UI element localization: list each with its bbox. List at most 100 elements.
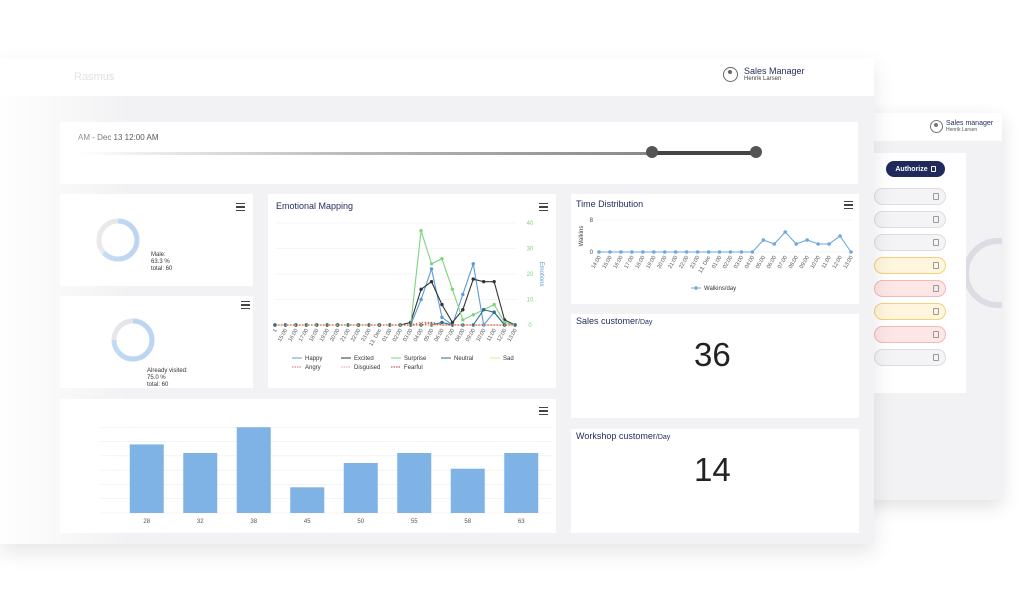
data-point	[750, 250, 755, 254]
user-sub: Henrik Larsen	[744, 76, 782, 82]
data-point	[728, 250, 733, 254]
emotional-title: Emotional Mapping	[276, 201, 354, 211]
data-point	[739, 250, 744, 254]
sales-title-text: Sales customer	[576, 316, 639, 326]
data-point	[662, 250, 667, 254]
permission-item[interactable]	[874, 280, 946, 297]
authorize-button[interactable]: Authorize	[886, 161, 945, 177]
sales-unit: /Day	[638, 319, 653, 326]
x-tick-label: 02:00	[722, 255, 734, 270]
data-point	[695, 250, 700, 254]
sales-count: 36	[694, 336, 731, 373]
data-point	[492, 310, 496, 314]
data-point	[838, 234, 842, 238]
data-point	[429, 267, 434, 271]
x-tick-label: 28	[143, 519, 150, 525]
bar	[236, 427, 271, 513]
y2-tick-label: 20	[527, 272, 534, 278]
y2-tick-label: 30	[527, 247, 534, 253]
x-tick-label: 1	[272, 328, 279, 334]
permission-item[interactable]	[874, 211, 946, 228]
x-tick-label: 21:00	[667, 255, 679, 270]
permission-item[interactable]	[874, 188, 946, 205]
legend-label: Happy	[305, 356, 322, 362]
data-point	[471, 313, 475, 317]
legend-label: Disguised	[354, 365, 380, 371]
menu-icon[interactable]	[236, 203, 245, 211]
data-point	[761, 238, 766, 242]
y2-tick-label: 0	[528, 323, 532, 329]
age-bar-card: 28 32 38 45 50 55 58 63	[60, 399, 556, 533]
data-point	[440, 257, 444, 261]
x-tick-label: 22:00	[678, 255, 690, 270]
x-tick-label: 14:00	[591, 255, 603, 270]
data-point	[481, 279, 486, 284]
x-tick-label: 15:00	[602, 255, 614, 270]
data-point	[684, 250, 689, 254]
range-track[interactable]	[74, 152, 758, 155]
data-point	[706, 250, 711, 254]
lock-icon	[933, 216, 939, 223]
x-tick-label: 45	[304, 519, 311, 525]
data-point	[608, 250, 612, 254]
data-point	[630, 250, 634, 254]
data-point	[461, 318, 465, 322]
lock-icon	[933, 239, 939, 246]
legend-label: Angry	[305, 365, 321, 371]
range-end-handle[interactable]	[750, 146, 762, 158]
menu-icon[interactable]	[539, 407, 548, 415]
x-tick-label: 07:00	[777, 255, 789, 270]
data-point	[717, 250, 722, 254]
data-point	[450, 287, 455, 291]
x-tick-label: 58	[464, 519, 471, 525]
menu-icon[interactable]	[844, 201, 853, 209]
x-tick-label: 19:00	[645, 255, 657, 270]
legend-label: Walkins/day	[704, 286, 736, 292]
x-tick-label: 04:00	[744, 255, 756, 270]
user-profile[interactable]: Sales Manager Henrik Larsen	[723, 66, 805, 83]
y-axis-label: Walkins	[579, 226, 585, 247]
back-user-profile[interactable]: Sales manager Henrik Larsen	[930, 120, 993, 133]
data-point	[471, 277, 475, 281]
bar	[450, 468, 485, 513]
data-point	[673, 250, 678, 254]
series-line	[275, 321, 515, 326]
back-user-sub: Henrik Larsen	[946, 127, 978, 133]
data-point	[827, 242, 831, 246]
emotional-chart: 010203040Emotions115:0016:0017:0018:0019…	[272, 221, 544, 371]
menu-icon[interactable]	[241, 301, 250, 309]
data-point	[492, 279, 496, 284]
authorize-label: Authorize	[895, 165, 928, 173]
x-tick-label: 17:00	[624, 255, 636, 270]
permission-item[interactable]	[874, 349, 946, 366]
legend-label: Neutral	[454, 356, 473, 362]
bar	[343, 463, 378, 513]
data-point	[783, 230, 788, 234]
data-point	[471, 262, 475, 266]
permission-item[interactable]	[874, 257, 946, 274]
lock-icon	[933, 308, 939, 315]
bar	[183, 453, 218, 513]
permission-item[interactable]	[874, 234, 946, 251]
y2-axis-label: Emotions	[538, 261, 544, 286]
permission-item[interactable]	[874, 303, 946, 320]
data-point	[641, 250, 645, 254]
x-tick-label: 13:00	[843, 255, 855, 270]
data-point	[429, 279, 434, 284]
sales-customer-card: Sales customer/Day 36	[571, 314, 859, 418]
data-point	[419, 287, 423, 291]
range-start-handle[interactable]	[646, 146, 658, 158]
data-point	[481, 308, 486, 312]
back-user-name: Sales manager	[946, 120, 994, 127]
bar	[129, 444, 164, 513]
menu-icon[interactable]	[539, 203, 548, 211]
permission-item[interactable]	[874, 326, 946, 343]
range-selected	[652, 151, 756, 155]
dashboard-window: Rasmus Sales Manager Henrik Larsen AM - …	[0, 58, 874, 544]
time-distribution-card: Time Distribution 0 8 Walkins 14:00 15:00 16:…	[571, 194, 859, 304]
data-point	[440, 302, 444, 307]
age-bar-chart: 28 32 38 45 50 55 58 63	[100, 426, 552, 525]
data-point	[461, 308, 465, 312]
x-tick-label: 10:00	[810, 255, 822, 270]
